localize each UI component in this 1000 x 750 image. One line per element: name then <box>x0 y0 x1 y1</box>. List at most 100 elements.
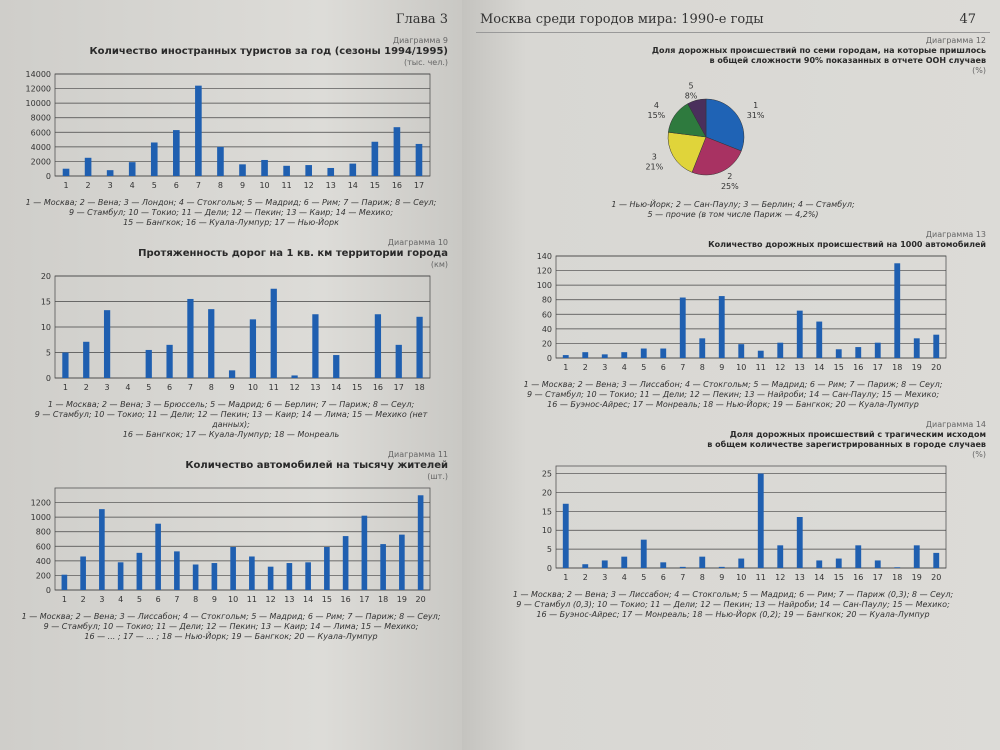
chart-legend: 1 — Москва; 2 — Вена; 3 — Лиссабон; 4 — … <box>476 378 990 410</box>
y-tick-label: 0 <box>46 586 51 595</box>
slice-label: 3 <box>652 152 657 161</box>
bar <box>399 534 405 590</box>
x-tick-label: 4 <box>622 363 627 372</box>
x-tick-label: 2 <box>86 181 91 190</box>
bar <box>230 547 236 590</box>
x-tick-label: 13 <box>284 595 294 604</box>
y-tick-label: 120 <box>537 267 552 276</box>
y-tick-label: 10000 <box>26 99 51 108</box>
chart-legend: 1 — Нью-Йорк; 2 — Сан-Паулу; 3 — Берлин;… <box>476 198 990 220</box>
y-tick-label: 80 <box>542 296 552 305</box>
header-rule <box>476 32 990 33</box>
bar <box>217 146 224 176</box>
title-line: Доля дорожных происшествий по семи город… <box>651 46 986 55</box>
bar <box>117 562 124 590</box>
slice-value-label: 21% <box>645 162 663 171</box>
slice-value-label: 15% <box>647 111 665 120</box>
y-tick-label: 140 <box>537 252 552 261</box>
y-tick-label: 14000 <box>26 70 51 79</box>
y-tick-label: 25 <box>542 470 552 479</box>
y-tick-label: 6000 <box>31 128 51 137</box>
x-tick-label: 8 <box>700 363 705 372</box>
x-tick-label: 4 <box>125 383 130 392</box>
pie-slice <box>687 98 707 138</box>
x-tick-label: 14 <box>348 181 358 190</box>
bar <box>327 167 335 176</box>
bar <box>283 165 290 176</box>
x-tick-label: 15 <box>834 363 844 372</box>
bar <box>796 310 803 358</box>
bar <box>195 85 202 176</box>
x-tick-label: 2 <box>81 595 86 604</box>
chart-title: Количество автомобилей на тысячу жителей <box>185 460 448 471</box>
bar <box>835 558 842 568</box>
chart-unit: (%) <box>972 450 986 459</box>
x-tick-label: 13 <box>795 573 805 582</box>
diagram-number: Диаграмма 11 <box>387 450 448 459</box>
chart-tourists: Диаграмма 9 Количество иностранных турис… <box>10 36 452 228</box>
x-tick-label: 8 <box>700 573 705 582</box>
x-tick-label: 5 <box>137 595 142 604</box>
x-tick-label: 12 <box>775 363 785 372</box>
y-tick-label: 40 <box>542 325 552 334</box>
bar <box>415 143 423 176</box>
bar <box>777 342 784 358</box>
x-tick-label: 10 <box>228 595 238 604</box>
y-tick-label: 800 <box>36 528 51 537</box>
chart-title: Количество дорожных происшествий на 1000… <box>708 240 986 249</box>
title-line: в общем количестве зарегистрированных в … <box>707 440 986 449</box>
bar <box>582 564 589 568</box>
bar <box>324 547 330 590</box>
y-tick-label: 4000 <box>31 143 51 152</box>
bar <box>855 545 862 568</box>
bar <box>361 515 368 590</box>
chart-legend: 1 — Москва; 2 — Вена; 3 — Брюссель; 5 — … <box>10 398 452 440</box>
slice-value-label: 8% <box>685 92 698 101</box>
x-tick-label: 10 <box>736 573 746 582</box>
bar <box>621 352 628 358</box>
legend-line: 9 — Стамбул; 10 — Токио; 11 — Дели; 12 —… <box>68 208 394 217</box>
y-tick-label: 20 <box>41 272 51 281</box>
x-tick-label: 5 <box>641 573 646 582</box>
bar <box>874 560 881 568</box>
x-tick-label: 19 <box>912 363 922 372</box>
x-tick-label: 9 <box>230 383 235 392</box>
x-tick-label: 7 <box>174 595 179 604</box>
bar <box>145 349 152 378</box>
bar <box>291 375 298 378</box>
bar <box>621 556 628 568</box>
chart-unit: (тыс. чел.) <box>403 58 448 67</box>
bar <box>155 523 161 590</box>
x-tick-label: 17 <box>414 181 424 190</box>
legend-line: 9 — Стамбул (0,3); 10 — Токио; 11 — Дели… <box>516 600 950 609</box>
pie-svg: 131% 225% 321% 415% 58% <box>645 82 765 192</box>
x-tick-label: 4 <box>622 573 627 582</box>
bar <box>601 354 608 358</box>
x-tick-label: 14 <box>814 573 824 582</box>
x-tick-label: 5 <box>146 383 151 392</box>
bar <box>699 556 706 568</box>
x-tick-label: 1 <box>563 363 568 372</box>
x-tick-label: 17 <box>873 363 883 372</box>
bar <box>270 288 277 378</box>
chart-unit: (%) <box>972 66 986 75</box>
x-tick-label: 3 <box>108 181 113 190</box>
bar <box>660 348 667 358</box>
bar <box>738 558 745 568</box>
x-tick-label: 3 <box>105 383 110 392</box>
y-tick-label: 5 <box>46 349 51 358</box>
slice-label: 5 <box>689 82 694 91</box>
pie-slice <box>667 131 707 173</box>
x-tick-label: 19 <box>397 595 407 604</box>
x-tick-label: 3 <box>602 573 607 582</box>
slice-value-label: 31% <box>747 111 765 120</box>
x-tick-label: 6 <box>661 363 666 372</box>
x-tick-label: 12 <box>775 573 785 582</box>
x-tick-label: 4 <box>130 181 135 190</box>
bar <box>312 314 319 378</box>
diagram-number: Диаграмма 13 <box>925 230 986 239</box>
bar <box>166 344 173 378</box>
legend-line: 15 — Бангкок; 16 — Куала-Лумпур; 17 — Нь… <box>123 218 339 227</box>
